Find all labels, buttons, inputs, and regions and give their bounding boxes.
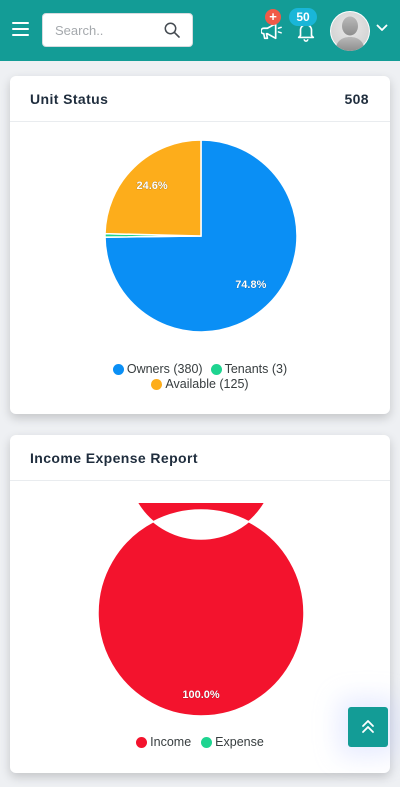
legend-dot [201, 736, 213, 748]
menu-icon[interactable] [12, 22, 29, 36]
income-expense-donut-chart: 100.0% [97, 503, 305, 717]
legend-label: Tenants (3) [224, 362, 288, 376]
legend-dot [210, 363, 222, 375]
announcements-badge: + [265, 9, 281, 25]
legend-item-expense[interactable]: Expense [201, 735, 264, 749]
megaphone-icon [261, 22, 282, 40]
search-input[interactable] [43, 14, 158, 46]
chevron-down-icon[interactable] [376, 24, 388, 32]
pie-percent-label: 74.8% [235, 279, 266, 291]
income-expense-legend: Income Expense [10, 735, 390, 750]
legend-label: Income [150, 735, 192, 749]
legend-label: Expense [215, 735, 264, 749]
pie-slice-available[interactable] [104, 139, 202, 237]
double-chevron-up-icon [362, 720, 374, 733]
card-title: Unit Status [30, 91, 109, 107]
user-silhouette-icon [331, 12, 369, 51]
unit-status-legend: Owners (380) Tenants (3) Available (125) [10, 362, 390, 392]
legend-label: Available (125) [165, 377, 249, 391]
unit-status-card: Unit Status 508 74.8% 24.6% Owners (380) … [10, 76, 390, 414]
total-units-count: 508 [344, 91, 369, 107]
search-icon[interactable] [164, 22, 180, 38]
income-expense-card: Income Expense Report 100.0% Income Expe… [10, 435, 390, 773]
search-box [42, 13, 193, 47]
legend-item-tenants[interactable]: Tenants (3) [210, 362, 288, 376]
legend-dot [112, 363, 124, 375]
pie-percent-label: 24.6% [137, 180, 168, 192]
pie-percent-label: 100.0% [182, 689, 220, 701]
card-header: Unit Status 508 [10, 76, 390, 122]
notifications-badge: 50 [289, 8, 317, 26]
unit-status-pie-chart: 74.8% 24.6% [104, 139, 298, 333]
pie-slice-income[interactable] [97, 503, 305, 717]
legend-dot [151, 378, 163, 390]
card-header: Income Expense Report [10, 435, 390, 481]
legend-label: Owners (380) [126, 362, 203, 376]
scroll-to-top-button[interactable] [348, 707, 388, 747]
announcements-button[interactable]: + [258, 8, 288, 42]
top-navbar: + 50 [0, 0, 400, 61]
pie-slice-owners[interactable] [104, 139, 298, 333]
notifications-button[interactable]: 50 [289, 6, 321, 44]
avatar[interactable] [330, 11, 370, 51]
card-title: Income Expense Report [30, 450, 198, 466]
legend-dot [136, 736, 148, 748]
legend-item-available[interactable]: Available (125) [151, 377, 249, 391]
legend-item-income[interactable]: Income [136, 735, 191, 749]
legend-item-owners[interactable]: Owners (380) [112, 362, 203, 376]
